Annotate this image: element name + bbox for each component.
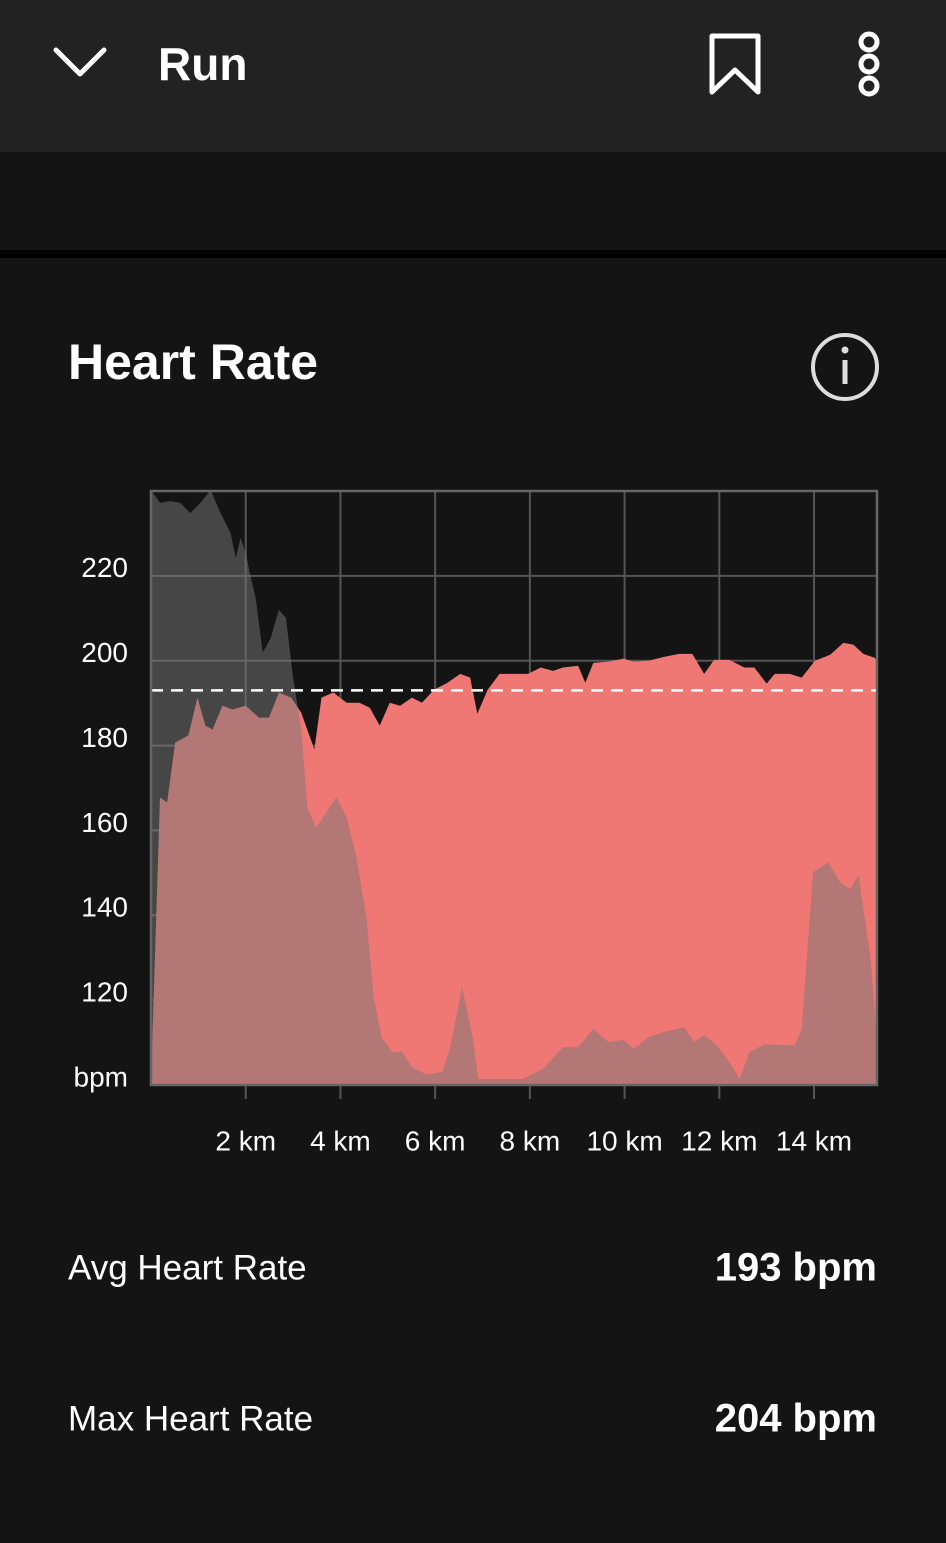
y-tick-label: 140 bbox=[81, 892, 128, 923]
heart-rate-chart: bpm 120 140 160 180 200 220 2 km 4 km 6 km 8 km 10 … bbox=[74, 489, 879, 1156]
x-tick-label: 12 km bbox=[681, 1125, 757, 1156]
area-series bbox=[151, 491, 877, 1085]
x-tick-label: 8 km bbox=[500, 1125, 561, 1156]
more-button[interactable] bbox=[858, 31, 880, 97]
y-tick-label: bpm bbox=[74, 1061, 128, 1092]
x-tick-label: 14 km bbox=[776, 1125, 852, 1156]
section-title: Heart Rate bbox=[68, 334, 318, 390]
separator bbox=[0, 250, 946, 258]
plot-border bbox=[149, 489, 879, 1087]
stat-label: Avg Heart Rate bbox=[68, 1248, 307, 1287]
top-bar bbox=[0, 0, 946, 152]
x-tick-label: 6 km bbox=[405, 1125, 466, 1156]
stat-value: 204 bpm bbox=[715, 1397, 877, 1441]
collapse-button[interactable] bbox=[53, 47, 107, 77]
page-title: Run bbox=[158, 38, 247, 90]
y-tick-label: 180 bbox=[81, 722, 128, 753]
y-tick-label: 220 bbox=[81, 552, 128, 583]
x-tick-label: 10 km bbox=[586, 1125, 662, 1156]
stats: Avg Heart Rate 193 bpm Max Heart Rate 204 b… bbox=[68, 1246, 877, 1441]
stat-label: Max Heart Rate bbox=[68, 1399, 313, 1438]
x-tick-label: 4 km bbox=[310, 1125, 371, 1156]
y-tick-label: 200 bbox=[81, 637, 128, 668]
y-tick-label: 120 bbox=[81, 977, 128, 1008]
y-tick-label: 160 bbox=[81, 807, 128, 838]
info-button[interactable] bbox=[811, 333, 879, 401]
bookmark-button[interactable] bbox=[709, 33, 761, 95]
stat-value: 193 bpm bbox=[715, 1246, 877, 1290]
x-tick-label: 2 km bbox=[215, 1125, 276, 1156]
